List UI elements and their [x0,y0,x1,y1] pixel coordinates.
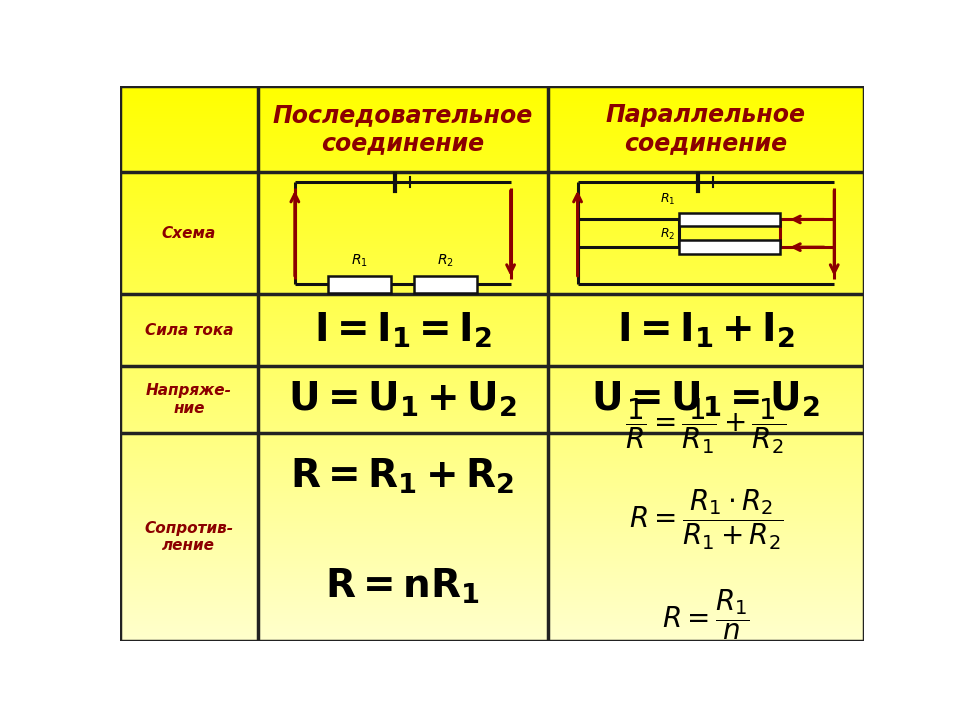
Text: $\mathbf{R = nR_1}$: $\mathbf{R = nR_1}$ [325,567,480,606]
Text: Сила тока: Сила тока [145,323,233,338]
Text: Напряже-
ние: Напряже- ние [146,384,231,416]
Bar [680,212,780,226]
Text: $\dfrac{1}{R} = \dfrac{1}{R_1} + \dfrac{1}{R_2}$: $\dfrac{1}{R} = \dfrac{1}{R_1} + \dfrac{… [625,396,786,456]
Bar [328,276,391,292]
Text: Параллельное
соединение: Параллельное соединение [606,104,805,156]
Bar [415,276,477,292]
Text: Сопротив-
ление: Сопротив- ление [144,521,233,553]
Text: Последовательное
соединение: Последовательное соединение [273,104,533,156]
Text: $\mathbf{R = R_1 + R_2}$: $\mathbf{R = R_1 + R_2}$ [291,456,515,495]
Text: $\mathbf{U = U_1 + U_2}$: $\mathbf{U = U_1 + U_2}$ [288,380,517,419]
Text: $R_2$: $R_2$ [660,227,676,242]
Text: $R_1$: $R_1$ [660,192,676,207]
Text: Схема: Схема [161,226,216,240]
Text: $R = \dfrac{R_1}{n}$: $R = \dfrac{R_1}{n}$ [662,588,750,642]
Text: $R_2$: $R_2$ [438,253,454,269]
Text: $R_1$: $R_1$ [351,253,368,269]
Bar [680,240,780,254]
Text: $\mathbf{U = U_1 = U_2}$: $\mathbf{U = U_1 = U_2}$ [591,380,821,419]
Text: $\mathbf{I = I_1 = I_2}$: $\mathbf{I = I_1 = I_2}$ [314,311,492,350]
Text: $R = \dfrac{R_1 \cdot R_2}{R_1 + R_2}$: $R = \dfrac{R_1 \cdot R_2}{R_1 + R_2}$ [629,488,783,552]
Text: $\mathbf{I = I_1 + I_2}$: $\mathbf{I = I_1 + I_2}$ [617,311,795,350]
